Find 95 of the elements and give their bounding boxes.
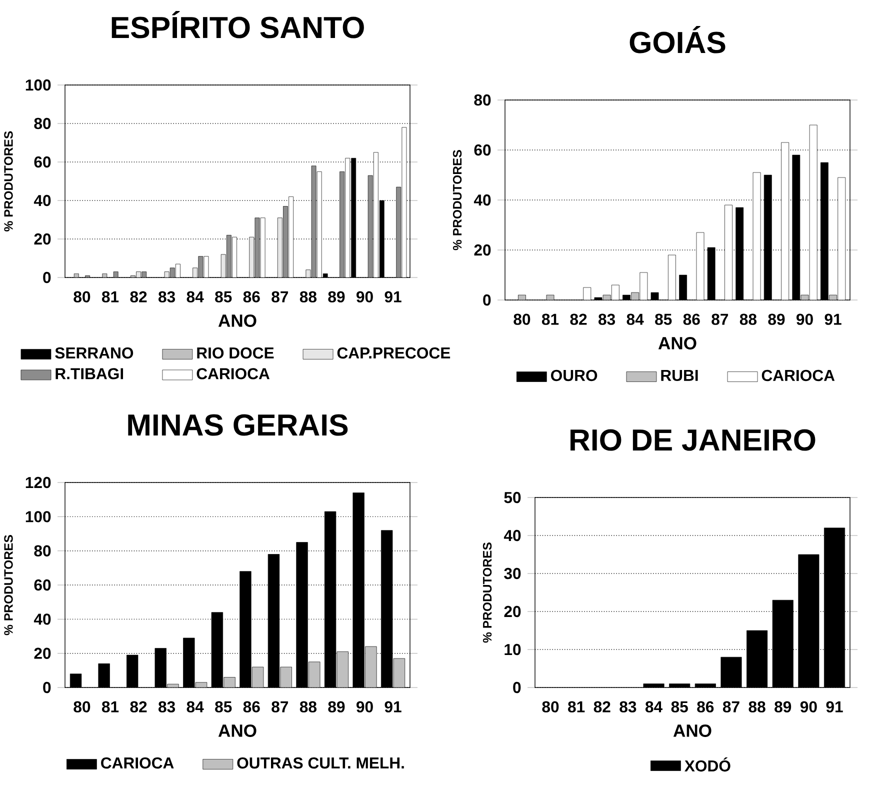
x-tick-label: 85 bbox=[215, 701, 232, 712]
y-tick-label: 0 bbox=[513, 682, 521, 694]
legend-label: RUBI bbox=[661, 370, 698, 382]
x-tick-label: 91 bbox=[826, 701, 843, 712]
legend-label: CAP.PRECOCE bbox=[337, 347, 450, 359]
y-tick-label: 40 bbox=[474, 194, 491, 206]
y-tick-label: 80 bbox=[34, 545, 51, 556]
x-tick-label: 80 bbox=[542, 701, 559, 712]
chart-title: MINAS GERAIS bbox=[128, 414, 348, 436]
y-axis-title: % PRODUTORES bbox=[4, 131, 13, 232]
x-tick-label: 80 bbox=[74, 701, 90, 712]
y-tick-label: 0 bbox=[483, 294, 491, 306]
x-tick-label: 88 bbox=[748, 701, 766, 712]
y-tick-label: 40 bbox=[34, 194, 51, 206]
x-tick-label: 81 bbox=[102, 701, 119, 712]
y-tick-label: 40 bbox=[34, 614, 51, 625]
x-axis-title: ANO bbox=[658, 337, 696, 350]
y-tick-label: 80 bbox=[34, 118, 51, 130]
y-tick-label: 10 bbox=[504, 644, 521, 656]
legend-label: CARIOCA bbox=[196, 368, 270, 380]
x-tick-label: 80 bbox=[514, 314, 530, 325]
x-tick-label: 88 bbox=[740, 314, 757, 325]
legend-label: OUTRAS CULT. MELH. bbox=[237, 757, 404, 769]
y-axis-title: % PRODUTORES bbox=[4, 535, 13, 636]
y-tick-label: 20 bbox=[474, 244, 491, 256]
legend-label: OURO bbox=[551, 370, 598, 382]
x-tick-label: 87 bbox=[722, 701, 740, 712]
legend-label: CARIOCA bbox=[762, 370, 835, 382]
x-tick-label: 85 bbox=[655, 314, 672, 325]
x-tick-label: 88 bbox=[300, 701, 317, 712]
y-tick-label: 0 bbox=[43, 272, 51, 284]
x-tick-label: 82 bbox=[570, 314, 587, 325]
chart-title: RIO DE JANEIRO bbox=[570, 429, 816, 451]
x-tick-label: 80 bbox=[74, 291, 90, 302]
x-tick-label: 81 bbox=[102, 291, 119, 302]
x-tick-label: 87 bbox=[272, 701, 288, 712]
x-tick-label: 86 bbox=[243, 291, 260, 302]
x-tick-label: 86 bbox=[243, 701, 260, 712]
x-tick-label: 90 bbox=[800, 701, 817, 712]
y-tick-label: 20 bbox=[504, 606, 521, 618]
x-tick-label: 91 bbox=[384, 701, 402, 712]
x-tick-label: 87 bbox=[712, 314, 728, 325]
x-tick-label: 87 bbox=[272, 291, 288, 302]
legend-label: XODÓ bbox=[684, 757, 730, 772]
x-tick-label: 91 bbox=[824, 314, 842, 325]
legend-label: RIO DOCE bbox=[197, 347, 274, 359]
y-tick-label: 20 bbox=[34, 233, 51, 245]
x-tick-label: 85 bbox=[671, 701, 688, 712]
x-tick-label: 83 bbox=[158, 291, 176, 302]
y-tick-label: 100 bbox=[26, 79, 51, 91]
y-tick-label: 60 bbox=[474, 144, 491, 156]
x-tick-label: 83 bbox=[598, 314, 616, 325]
y-tick-label: 60 bbox=[34, 579, 51, 591]
x-tick-label: 82 bbox=[130, 701, 147, 712]
chart-title: ESPÍRITO SANTO bbox=[112, 11, 364, 38]
x-tick-label: 89 bbox=[328, 701, 345, 712]
y-tick-label: 30 bbox=[504, 568, 521, 580]
legend-label: R.TIBAGI bbox=[56, 368, 124, 380]
x-tick-label: 86 bbox=[683, 314, 700, 325]
legend-label: SERRANO bbox=[55, 347, 134, 359]
x-tick-label: 91 bbox=[384, 291, 402, 302]
x-tick-label: 84 bbox=[645, 701, 662, 712]
y-tick-label: 60 bbox=[34, 156, 51, 168]
y-tick-label: 20 bbox=[34, 648, 51, 659]
x-tick-label: 89 bbox=[768, 314, 785, 325]
x-axis-title: ANO bbox=[218, 724, 256, 737]
x-tick-label: 81 bbox=[542, 314, 559, 325]
x-tick-label: 82 bbox=[130, 291, 147, 302]
x-tick-label: 90 bbox=[796, 314, 813, 325]
x-tick-label: 84 bbox=[186, 701, 204, 712]
chart-title: GOIÁS bbox=[630, 26, 726, 54]
x-tick-label: 83 bbox=[620, 701, 636, 712]
x-tick-label: 84 bbox=[626, 314, 644, 325]
y-tick-label: 50 bbox=[504, 492, 521, 504]
x-tick-label: 90 bbox=[356, 291, 373, 302]
x-tick-label: 81 bbox=[568, 701, 585, 712]
x-tick-label: 90 bbox=[356, 701, 373, 712]
y-axis-title: % PRODUTORES bbox=[482, 542, 492, 643]
y-tick-label: 0 bbox=[43, 682, 51, 694]
x-tick-label: 88 bbox=[300, 291, 317, 302]
y-tick-label: 40 bbox=[504, 530, 521, 542]
x-tick-label: 86 bbox=[697, 701, 714, 712]
y-tick-label: 120 bbox=[26, 476, 51, 488]
x-tick-label: 82 bbox=[594, 701, 610, 712]
x-tick-label: 89 bbox=[774, 701, 792, 712]
y-tick-label: 80 bbox=[474, 94, 491, 106]
y-axis-title: % PRODUTORES bbox=[452, 150, 462, 250]
x-tick-label: 85 bbox=[215, 291, 232, 302]
x-tick-label: 89 bbox=[328, 291, 345, 302]
y-tick-label: 100 bbox=[26, 511, 51, 522]
legend-label: CARIOCA bbox=[101, 757, 174, 769]
x-tick-label: 83 bbox=[158, 701, 176, 712]
x-tick-label: 84 bbox=[186, 291, 204, 302]
x-axis-title: ANO bbox=[218, 314, 256, 327]
x-axis-title: ANO bbox=[673, 724, 712, 737]
